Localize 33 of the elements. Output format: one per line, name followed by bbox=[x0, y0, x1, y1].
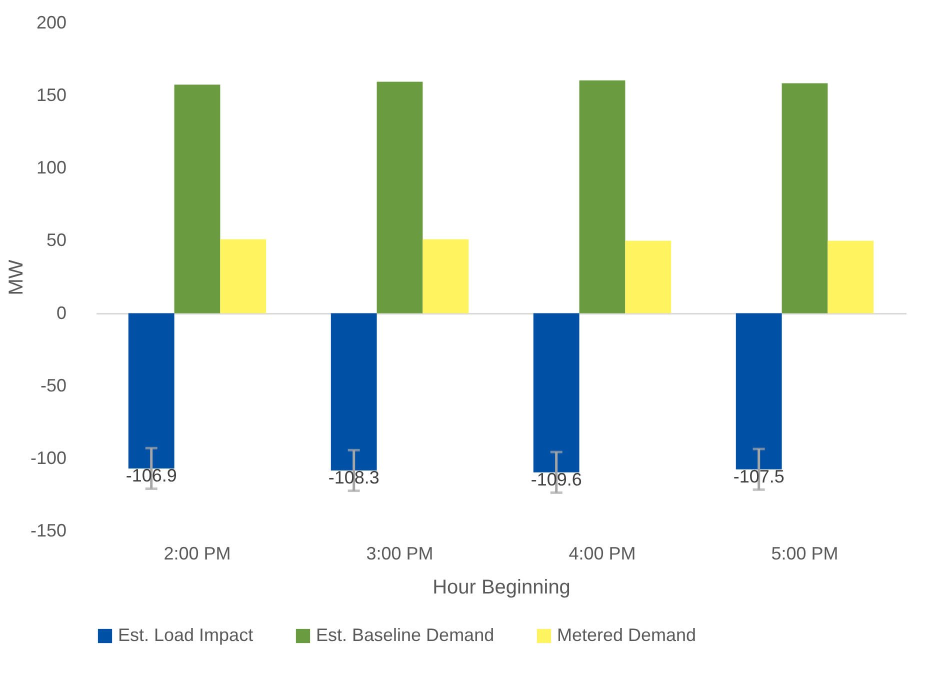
bar bbox=[220, 239, 266, 314]
bar bbox=[533, 313, 580, 472]
bar bbox=[376, 82, 423, 314]
x-tick-label: 5:00 PM bbox=[771, 544, 838, 564]
bar bbox=[579, 80, 626, 314]
bar bbox=[128, 313, 174, 468]
legend-label: Est. Baseline Demand bbox=[316, 625, 494, 645]
bar bbox=[174, 84, 220, 314]
data-label: -109.6 bbox=[530, 469, 582, 490]
y-tick-label: -50 bbox=[40, 375, 66, 396]
y-axis-title: MW bbox=[5, 260, 28, 296]
legend-label: Metered Demand bbox=[557, 625, 696, 645]
y-tick-label: 150 bbox=[36, 85, 66, 106]
y-tick-label: -150 bbox=[30, 520, 66, 540]
y-tick-label: 0 bbox=[56, 302, 66, 323]
bar bbox=[828, 240, 874, 314]
y-tick-label: 50 bbox=[46, 230, 66, 250]
bar bbox=[782, 83, 828, 314]
bar bbox=[330, 313, 377, 470]
data-label: -106.9 bbox=[126, 465, 177, 486]
y-tick-label: 200 bbox=[36, 12, 66, 32]
x-tick-label: 3:00 PM bbox=[366, 544, 434, 564]
data-label: -107.5 bbox=[733, 466, 784, 486]
bar bbox=[625, 240, 672, 314]
x-tick-label: 4:00 PM bbox=[568, 544, 636, 564]
x-axis-title: Hour Beginning bbox=[432, 576, 570, 598]
y-tick-label: -100 bbox=[30, 448, 66, 468]
data-label: -108.3 bbox=[328, 467, 380, 488]
x-tick-label: 2:00 PM bbox=[164, 544, 231, 564]
bar bbox=[736, 313, 782, 470]
bar bbox=[422, 239, 469, 314]
legend-label: Est. Load Impact bbox=[118, 625, 254, 645]
y-tick-label: 100 bbox=[36, 158, 66, 178]
